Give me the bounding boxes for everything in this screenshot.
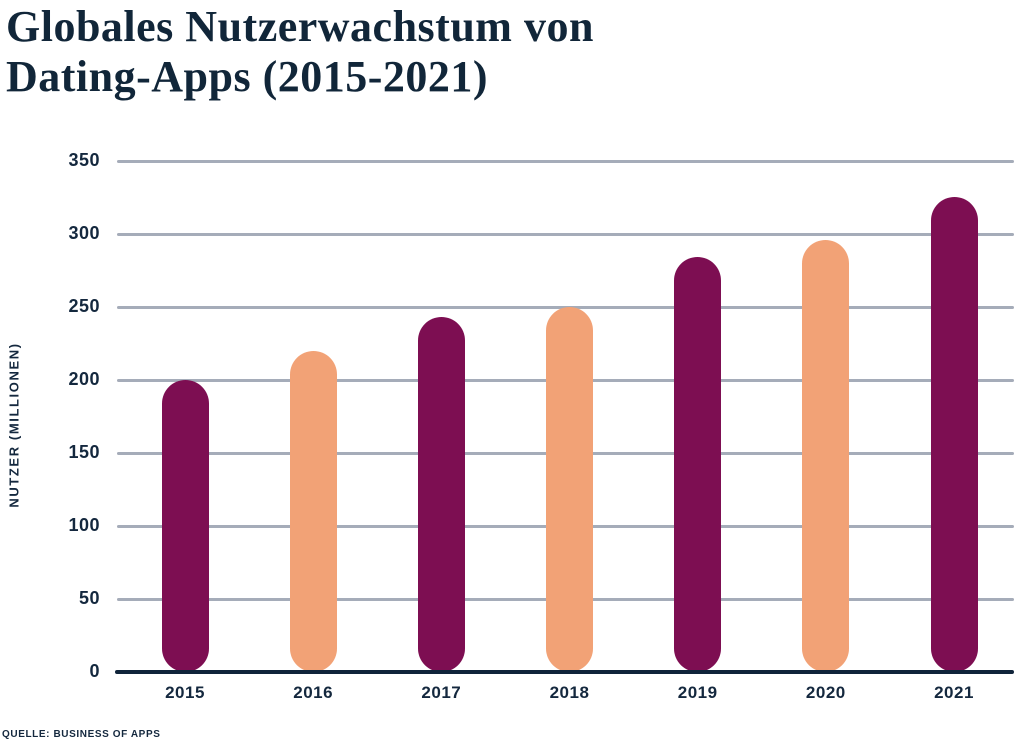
y-tick-label-300: 300 bbox=[68, 223, 100, 243]
chart-title-line-1: Globales Nutzerwachstum von bbox=[6, 2, 594, 51]
bar-2016 bbox=[289, 351, 337, 672]
x-tick-label-2015: 2015 bbox=[165, 683, 205, 702]
y-tick-label-350: 350 bbox=[68, 150, 100, 170]
x-tick-label-2019: 2019 bbox=[677, 683, 718, 702]
y-tick-label-0: 0 bbox=[89, 661, 100, 681]
bar-2015 bbox=[161, 380, 209, 672]
y-axis-title: NUTZER (MILLIONEN) bbox=[6, 342, 22, 508]
x-tick-label-2018: 2018 bbox=[549, 683, 590, 702]
bar-2021 bbox=[930, 197, 978, 672]
gridline-350 bbox=[117, 159, 1014, 163]
bar-2020 bbox=[802, 240, 850, 672]
x-tick-label-2021: 2021 bbox=[934, 683, 974, 702]
bar-2018 bbox=[546, 307, 593, 672]
chart-title-line-2: Dating-Apps (2015-2021) bbox=[6, 52, 489, 101]
y-tick-label-100: 100 bbox=[68, 515, 100, 535]
y-tick-label-150: 150 bbox=[68, 442, 100, 462]
source-note: QUELLE: BUSINESS OF APPS bbox=[2, 729, 161, 740]
x-tick-label-2017: 2017 bbox=[421, 683, 462, 702]
bar-2019 bbox=[674, 257, 722, 672]
chart-title: Globales Nutzerwachstum von Dating-Apps … bbox=[6, 2, 594, 102]
x-axis-line bbox=[115, 670, 1014, 674]
y-tick-label-250: 250 bbox=[68, 296, 100, 316]
x-tick-label-2016: 2016 bbox=[293, 683, 334, 702]
y-tick-label-50: 50 bbox=[78, 588, 100, 608]
gridline-300 bbox=[117, 232, 1014, 236]
x-tick-label-2020: 2020 bbox=[805, 683, 846, 702]
y-tick-label-200: 200 bbox=[68, 369, 100, 389]
plot-area: 0 50 100 150 200 250 300 350 2015 2016 2017 2018 201… bbox=[68, 150, 1014, 702]
bar-2017 bbox=[417, 317, 465, 672]
